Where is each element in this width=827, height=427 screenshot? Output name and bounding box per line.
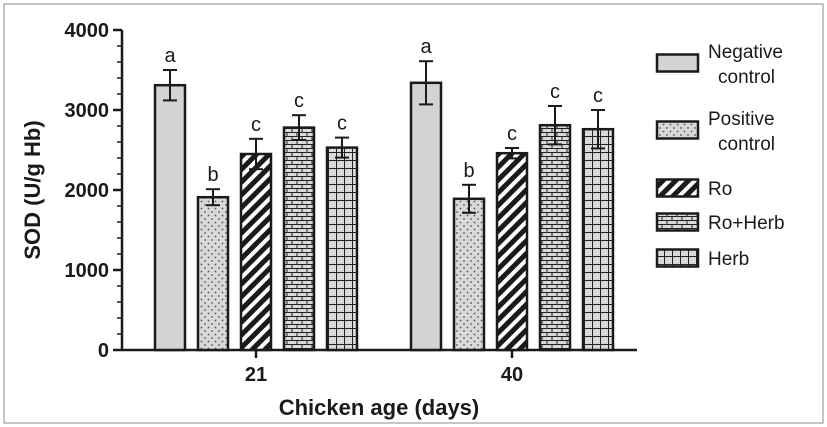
bar [538, 123, 572, 352]
y-tick-label: 0 [98, 340, 109, 362]
bar [581, 127, 615, 352]
x-axis-title: Chicken age (days) [279, 395, 480, 420]
significance-label: c [251, 114, 261, 136]
significance-label: b [463, 160, 474, 182]
significance-label: c [593, 85, 603, 107]
legend-swatch [655, 178, 700, 198]
bar [495, 151, 529, 352]
legend-swatch [655, 120, 700, 140]
y-tick-label: 1000 [65, 260, 110, 282]
x-tick-label: 40 [501, 364, 523, 386]
significance-label: c [337, 113, 347, 135]
legend-label: Negative control [708, 42, 783, 88]
y-tick-label: 4000 [65, 20, 110, 42]
bar [325, 146, 359, 352]
bar [239, 152, 273, 352]
bar [452, 197, 486, 352]
significance-label: a [420, 36, 432, 58]
bar [282, 126, 316, 352]
bars: a b c c c a b c c c [153, 36, 615, 352]
bar [153, 83, 187, 352]
significance-label: c [294, 90, 304, 112]
legend-swatch [655, 212, 700, 232]
figure-frame [3, 3, 824, 424]
legend-label: Herb [708, 249, 749, 270]
legend-label: Ro+Herb [708, 213, 785, 234]
legend-swatch [655, 248, 700, 268]
x-tick-label: 21 [245, 364, 267, 386]
significance-label: c [507, 123, 517, 145]
y-tick-label: 2000 [65, 180, 110, 202]
bar [409, 81, 443, 352]
legend: Negative control Positive control Ro Ro+Herb H… [655, 42, 785, 270]
legend-label: Positive control [708, 109, 775, 155]
legend-label: Ro [708, 179, 732, 200]
significance-label: b [207, 164, 218, 186]
legend-swatch [655, 53, 700, 73]
bar [196, 195, 230, 352]
y-axis-title: SOD (U/g Hb) [20, 120, 45, 259]
significance-label: c [550, 81, 560, 103]
significance-label: a [164, 45, 176, 67]
y-tick-label: 3000 [65, 100, 110, 122]
